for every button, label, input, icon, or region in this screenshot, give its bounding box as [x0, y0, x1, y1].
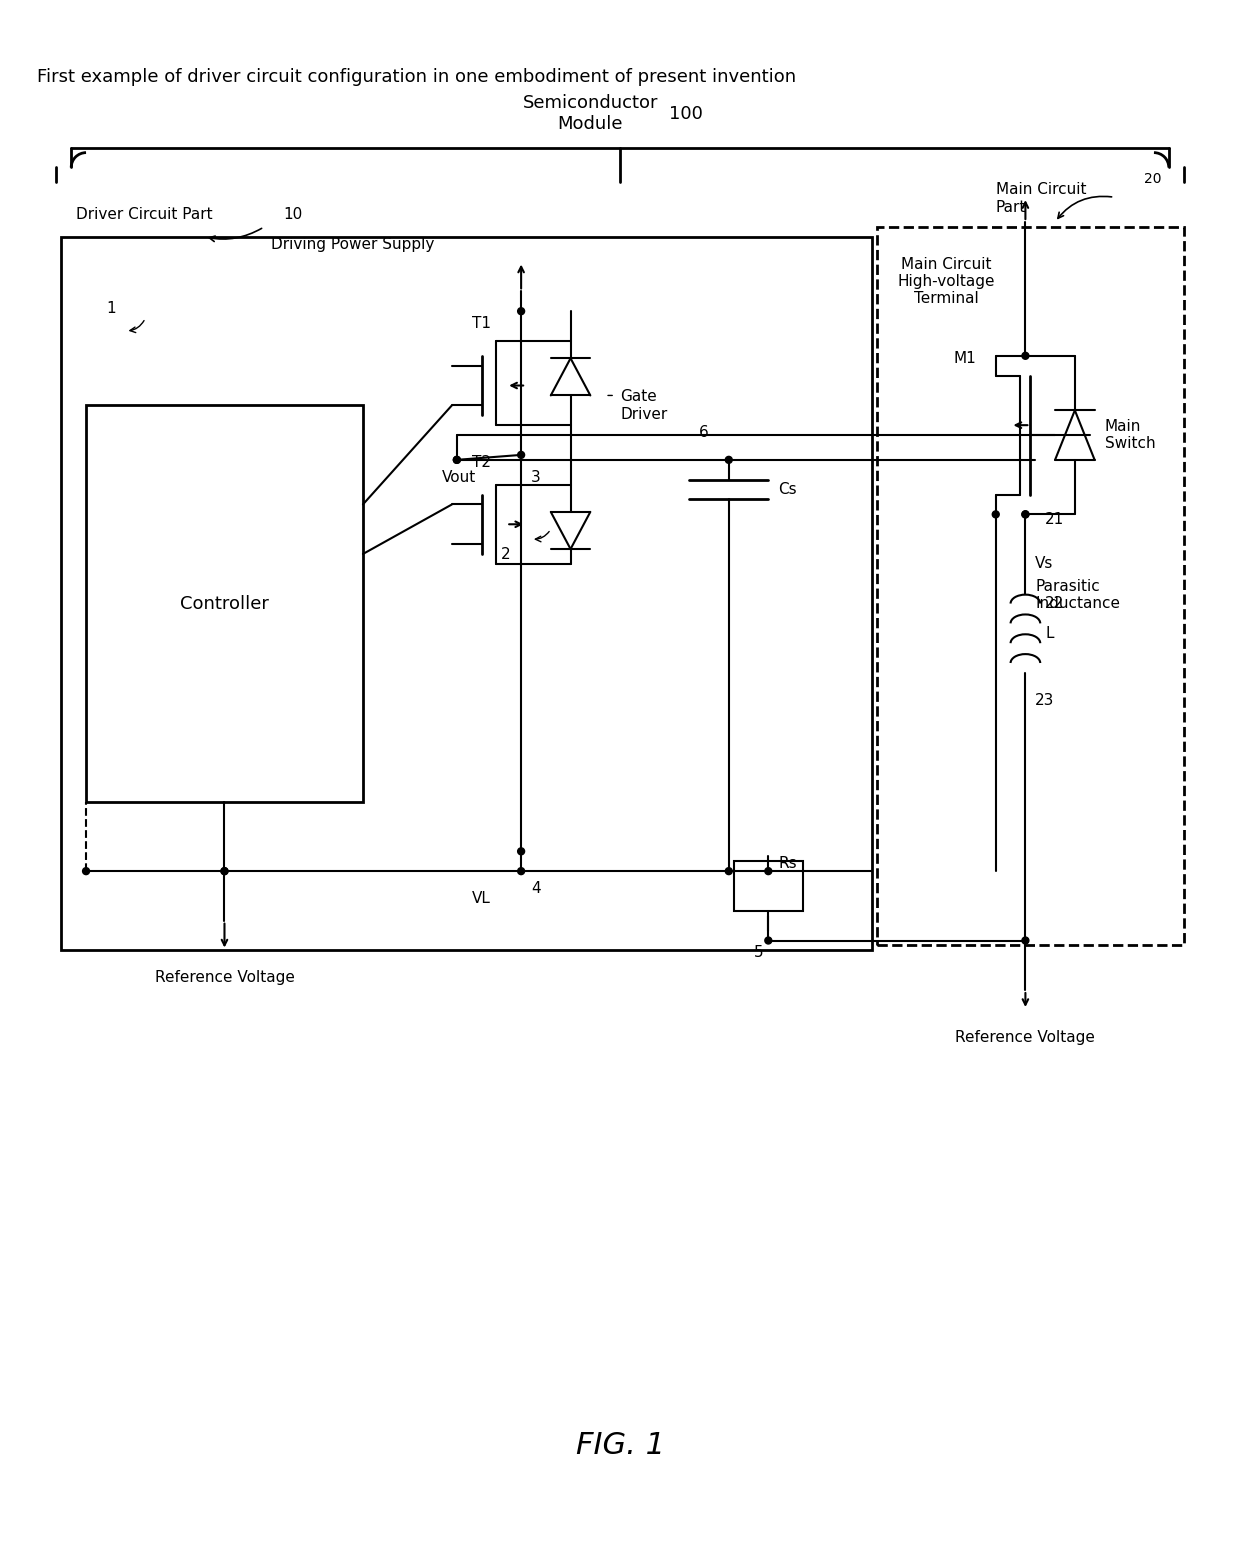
Text: 4: 4	[531, 882, 541, 896]
Circle shape	[992, 511, 999, 518]
Text: 100: 100	[670, 106, 703, 123]
Text: Driver Circuit Part: Driver Circuit Part	[76, 206, 213, 222]
Bar	[877, 227, 1184, 945]
Text: Rs: Rs	[779, 857, 797, 871]
Circle shape	[454, 456, 460, 464]
Circle shape	[1022, 352, 1029, 359]
Text: Main Circuit
High-voltage
Terminal: Main Circuit High-voltage Terminal	[898, 256, 994, 306]
Circle shape	[725, 868, 733, 875]
Text: L: L	[1045, 625, 1054, 641]
Text: Semiconductor
Module: Semiconductor Module	[522, 95, 658, 133]
Circle shape	[1022, 937, 1029, 944]
Text: 21: 21	[1045, 512, 1064, 526]
Text: Main
Switch: Main Switch	[1105, 419, 1156, 452]
Text: Gate
Driver: Gate Driver	[620, 390, 667, 422]
Circle shape	[517, 868, 525, 875]
Circle shape	[725, 456, 733, 464]
Text: 10: 10	[284, 206, 303, 222]
Circle shape	[1022, 511, 1029, 518]
Circle shape	[1022, 511, 1029, 518]
Circle shape	[765, 868, 771, 875]
Circle shape	[221, 868, 228, 875]
Text: Vout: Vout	[441, 470, 476, 484]
Text: Controller: Controller	[180, 594, 269, 613]
Text: T1: T1	[471, 317, 491, 331]
Text: Cs: Cs	[779, 483, 797, 497]
Text: 5: 5	[754, 945, 763, 961]
Text: Parasitic
Inductance: Parasitic Inductance	[1035, 579, 1120, 611]
Text: Main Circuit
Part: Main Circuit Part	[996, 183, 1086, 214]
Text: VL: VL	[471, 891, 491, 906]
Text: 22: 22	[1045, 596, 1064, 611]
Circle shape	[517, 452, 525, 458]
Bar	[86, 405, 363, 802]
Circle shape	[765, 937, 771, 944]
Bar	[61, 237, 872, 950]
Text: Reference Voltage: Reference Voltage	[956, 1029, 1095, 1044]
Text: M1: M1	[954, 351, 976, 366]
Text: Reference Voltage: Reference Voltage	[155, 970, 294, 986]
Bar	[734, 861, 804, 911]
Text: T2: T2	[471, 455, 491, 470]
Circle shape	[517, 847, 525, 855]
Circle shape	[83, 868, 89, 875]
Text: 2: 2	[501, 546, 511, 562]
Text: First example of driver circuit configuration in one embodiment of present inven: First example of driver circuit configur…	[37, 68, 796, 87]
Text: 3: 3	[531, 470, 541, 484]
Text: 20: 20	[1145, 172, 1162, 186]
Text: Driving Power Supply: Driving Power Supply	[272, 237, 435, 251]
Text: 1: 1	[105, 301, 115, 317]
Circle shape	[221, 868, 228, 875]
Text: 6: 6	[699, 425, 709, 441]
Text: Vs: Vs	[1035, 557, 1054, 571]
Circle shape	[454, 456, 460, 464]
Text: FIG. 1: FIG. 1	[575, 1431, 665, 1460]
Text: 23: 23	[1035, 692, 1055, 708]
Circle shape	[517, 307, 525, 315]
